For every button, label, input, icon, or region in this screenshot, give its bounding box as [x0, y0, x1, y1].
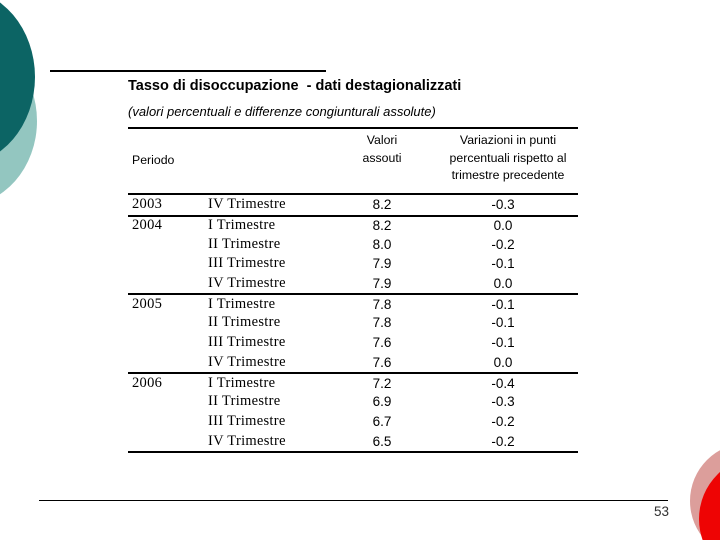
- table-cell-quarter: IV Trimestre: [208, 353, 286, 370]
- table-cell-value: 8.2: [372, 218, 392, 234]
- table-cell-year: 2003: [132, 196, 163, 213]
- table-cell-quarter: I Trimestre: [208, 295, 276, 312]
- table-cell-variation: -0.1: [491, 296, 515, 312]
- table-cell-quarter: I Trimestre: [208, 217, 276, 234]
- table-cell-variation: -0.2: [491, 413, 515, 429]
- table-cell-value: 7.6: [372, 354, 392, 370]
- table-title: Tasso di disoccupazione - dati destagion…: [128, 78, 462, 94]
- table-cell-value: 7.8: [372, 315, 392, 331]
- table-cell-quarter: IV Trimestre: [208, 196, 286, 213]
- table-row: III Trimestre 7.9 -0.1: [128, 254, 578, 274]
- table-cell-quarter: II Trimestre: [208, 235, 281, 252]
- table-cell-variation: -0.3: [491, 197, 515, 213]
- table-row: 2004 I Trimestre 8.2 0.0: [128, 214, 578, 235]
- table-cell-variation: -0.1: [491, 315, 515, 331]
- table-cell-year: 2006: [132, 374, 163, 391]
- table-row: 2005 I Trimestre 7.8 -0.1: [128, 293, 578, 313]
- table-header-row: Periodo Valori assouti Variazioni in pun…: [128, 127, 578, 195]
- table-cell-variation: -0.2: [491, 433, 515, 449]
- table-row: IV Trimestre 7.9 0.0: [128, 274, 578, 294]
- table-cell-quarter: I Trimestre: [208, 374, 276, 391]
- table-cell-year: 2004: [132, 217, 163, 234]
- column-header-variazioni: Variazioni in punti percentuali rispetto…: [449, 133, 567, 182]
- table-cell-variation: 0.0: [493, 354, 513, 370]
- table-cell-quarter: III Trimestre: [208, 255, 286, 272]
- table-cell-variation: -0.1: [491, 335, 515, 351]
- table-cell-value: 7.6: [372, 335, 392, 351]
- table-cell-value: 7.9: [372, 256, 392, 272]
- table-cell-value: 8.0: [372, 236, 392, 252]
- table-row: III Trimestre 6.7 -0.2: [128, 412, 578, 432]
- table-cell-value: 7.2: [372, 375, 392, 391]
- title-underline: [50, 70, 326, 72]
- table-cell-value: 6.7: [372, 413, 392, 429]
- table-cell-variation: -0.4: [491, 375, 515, 391]
- table-cell-quarter: III Trimestre: [208, 412, 286, 429]
- table-cell-variation: 0.0: [493, 276, 513, 292]
- table-cell-variation: -0.3: [491, 394, 515, 410]
- table-cell-variation: 0.0: [493, 218, 513, 234]
- table-row: IV Trimestre 6.5 -0.2: [128, 431, 578, 451]
- page-number: 53: [654, 504, 670, 519]
- table-row: II Trimestre 6.9 -0.3: [128, 392, 578, 412]
- table-cell-value: 7.9: [372, 276, 392, 292]
- column-header-valori: Valori assouti: [362, 133, 402, 165]
- table-row: II Trimestre 8.0 -0.2: [128, 234, 578, 254]
- table-cell-value: 7.8: [372, 296, 392, 312]
- footer-divider: [39, 500, 668, 501]
- table-cell-quarter: II Trimestre: [208, 314, 281, 331]
- table-cell-value: 6.9: [372, 394, 392, 410]
- table-cell-value: 8.2: [372, 197, 392, 213]
- column-header-periodo: Periodo: [132, 153, 175, 168]
- table-cell-variation: -0.2: [491, 236, 515, 252]
- table-row: IV Trimestre 7.6 0.0: [128, 353, 578, 373]
- table-row: II Trimestre 7.8 -0.1: [128, 313, 578, 333]
- table-cell-year: 2005: [132, 295, 163, 312]
- table-cell-variation: -0.1: [491, 256, 515, 272]
- table-cell-quarter: II Trimestre: [208, 393, 281, 410]
- table-cell-quarter: IV Trimestre: [208, 275, 286, 292]
- table-cell-value: 6.5: [372, 433, 392, 449]
- table-cell-quarter: III Trimestre: [208, 334, 286, 351]
- unemployment-table: Tasso di disoccupazione - dati destagion…: [128, 77, 578, 453]
- table-row: III Trimestre 7.6 -0.1: [128, 333, 578, 353]
- table-body: 2003 IV Trimestre 8.2 -0.3 2004 I Trimes…: [128, 195, 578, 453]
- table-cell-quarter: IV Trimestre: [208, 432, 286, 449]
- table-row: 2006 I Trimestre 7.2 -0.4: [128, 372, 578, 392]
- table-row: 2003 IV Trimestre 8.2 -0.3: [128, 195, 578, 215]
- table-subtitle: (valori percentuali e differenze congiun…: [128, 104, 436, 119]
